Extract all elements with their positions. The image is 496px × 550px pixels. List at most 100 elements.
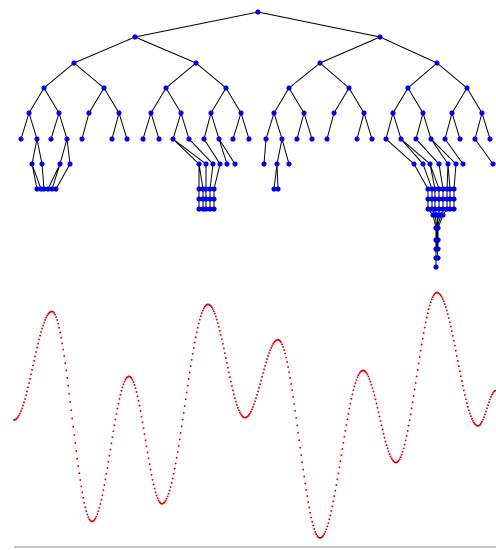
tree-edge — [31, 163, 38, 190]
curve-point — [181, 418, 184, 421]
curve-point — [226, 366, 229, 369]
tree-node — [163, 85, 169, 91]
curve-point — [216, 322, 219, 324]
tree-edge — [188, 138, 214, 165]
curve-point — [487, 404, 489, 407]
tree-node — [427, 161, 433, 167]
curve-point — [256, 393, 258, 396]
curve-point — [388, 453, 391, 456]
curve-point — [353, 385, 356, 388]
tree-edge — [209, 163, 214, 190]
tree-edge — [288, 87, 305, 114]
tree-node — [193, 60, 199, 66]
curve-point — [424, 321, 427, 324]
tree-node — [451, 196, 457, 202]
curve-point — [57, 322, 60, 325]
tree-node — [420, 161, 426, 167]
tree-edge — [172, 112, 182, 140]
curve-point — [233, 397, 236, 400]
tree-node — [309, 136, 315, 142]
curve-point — [122, 383, 125, 386]
tree-node — [398, 136, 404, 142]
curve-point — [322, 534, 325, 537]
tree-node — [29, 161, 35, 167]
curve-point — [121, 386, 124, 389]
tree-node — [201, 136, 207, 142]
curve-point — [451, 334, 454, 337]
curve-point — [153, 487, 156, 490]
curve-point — [214, 315, 217, 318]
curve-point — [37, 342, 40, 345]
tree-node — [425, 196, 431, 202]
curve-point — [389, 455, 392, 458]
tree-node — [230, 136, 236, 142]
curve-point — [465, 402, 468, 405]
curve-point — [333, 495, 336, 498]
curve-point — [123, 380, 126, 383]
curve-point — [440, 296, 443, 298]
tree-edge — [50, 112, 60, 140]
tree-node — [420, 110, 426, 116]
curve-point — [70, 409, 73, 412]
curve-point — [115, 412, 118, 415]
tree-edge — [430, 138, 449, 165]
tree-node — [140, 136, 146, 142]
tree-node — [377, 34, 383, 40]
tree-node — [216, 136, 222, 142]
curve-point — [305, 488, 308, 491]
curve-point — [266, 358, 268, 361]
curve-point — [106, 466, 109, 469]
curve-point — [98, 506, 101, 509]
curve-point — [213, 312, 216, 315]
curve-point — [234, 400, 237, 403]
curve-point — [425, 316, 428, 319]
tree-edge — [111, 112, 120, 140]
curve-point — [250, 410, 252, 413]
curve-point — [349, 402, 352, 405]
tree-edge — [400, 138, 424, 165]
curve-point — [147, 457, 150, 460]
tree-node — [317, 60, 323, 66]
curve-point — [342, 441, 345, 444]
tree-node — [208, 110, 214, 116]
tree-edge — [232, 112, 242, 140]
curve-point — [179, 432, 182, 434]
tree-node — [101, 85, 107, 91]
tree-node — [71, 60, 77, 66]
tree-node — [301, 110, 307, 116]
tree-node — [432, 196, 438, 202]
curve-point — [17, 416, 19, 418]
curve-point — [33, 359, 36, 362]
curve-point — [140, 415, 143, 418]
tree-edge — [41, 163, 45, 190]
curve-point — [32, 364, 35, 367]
curve-point — [350, 397, 353, 400]
curve-point — [446, 313, 449, 316]
curve-point — [150, 473, 153, 476]
tree-edge — [55, 163, 71, 190]
curve-point — [291, 389, 294, 392]
curve-point — [180, 425, 183, 428]
curve-point — [94, 517, 97, 520]
curve-point — [294, 409, 297, 412]
curve-point — [67, 384, 70, 387]
curve-point — [455, 354, 458, 357]
tree-edges — [20, 11, 494, 267]
curve-point — [18, 414, 20, 417]
tree-edge — [31, 138, 38, 165]
curve-point — [187, 378, 190, 380]
tree-edge — [150, 112, 160, 140]
curve-point — [466, 405, 469, 408]
tree-node — [449, 110, 455, 116]
curve-point — [72, 425, 75, 428]
curve-point — [375, 402, 378, 405]
curve-point — [239, 413, 242, 416]
curve-point — [354, 382, 357, 384]
curve-point — [62, 348, 65, 351]
curve-point — [195, 331, 198, 334]
curve-point — [95, 515, 98, 518]
curve-point — [397, 459, 400, 462]
curve-point — [198, 318, 201, 321]
curve-point — [376, 406, 379, 409]
curve-point — [403, 443, 406, 446]
